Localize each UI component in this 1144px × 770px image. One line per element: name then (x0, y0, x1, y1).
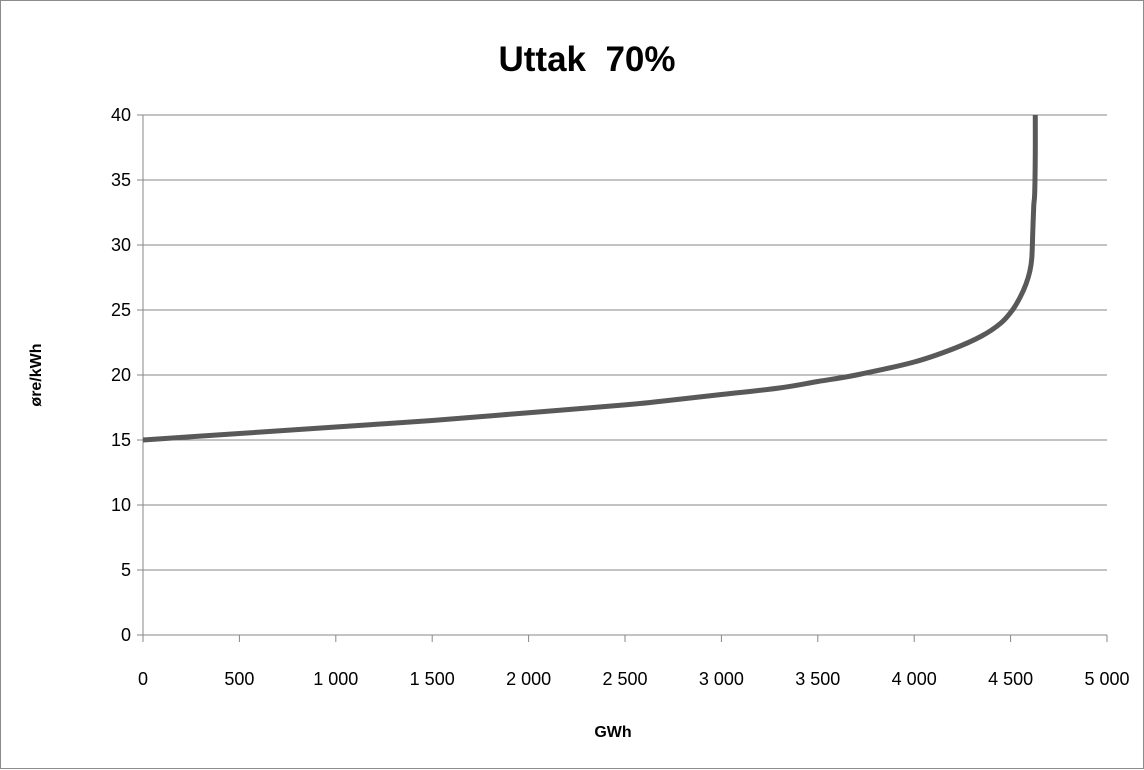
x-axis-label: GWh (594, 724, 631, 741)
gridlines (143, 114, 1107, 571)
x-tick-label: 500 (224, 669, 254, 689)
y-tick-label: 20 (111, 365, 131, 385)
y-tick-label: 30 (111, 235, 131, 255)
x-tick-label: 3 500 (795, 669, 840, 689)
x-tick-label: 4 000 (892, 669, 937, 689)
axes (137, 114, 1108, 642)
series-line-0 (142, 114, 1038, 443)
x-tick-label: 0 (138, 669, 148, 689)
y-tick-label: 25 (111, 300, 131, 320)
x-tick-label: 5 000 (1084, 669, 1129, 689)
y-tick-label: 5 (121, 560, 131, 580)
y-axis-label: øre/kWh (28, 343, 45, 406)
y-tick-label: 40 (111, 105, 131, 125)
series (142, 114, 1038, 443)
y-tick-label: 15 (111, 430, 131, 450)
x-tick-label: 2 000 (506, 669, 551, 689)
x-tick-label: 1 500 (410, 669, 455, 689)
x-tick-label: 4 500 (988, 669, 1033, 689)
chart-title: Uttak 70% (498, 40, 675, 79)
labels: Uttak 70% GWh øre/kWh 0 5 10 15 20 25 30 35 40 0 5… (28, 40, 1130, 741)
x-tick-label: 2 500 (602, 669, 647, 689)
y-tick-label: 0 (121, 625, 131, 645)
x-tick-label: 1 000 (313, 669, 358, 689)
y-tick-label: 10 (111, 495, 131, 515)
y-tick-label: 35 (111, 170, 131, 190)
x-tick-label: 3 000 (699, 669, 744, 689)
